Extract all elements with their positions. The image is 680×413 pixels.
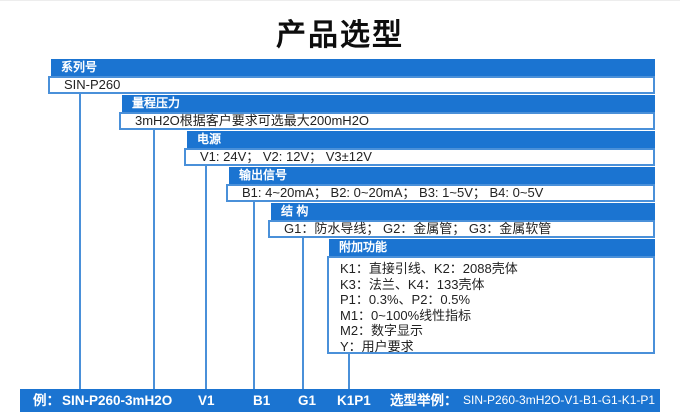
power-supply-value: V1: 24V； V2: 12V； V3±12V [184, 148, 655, 166]
additional-functions-header: 附加功能 [329, 239, 655, 256]
additional-functions-line: P1：0.3%、P2：0.5% [340, 292, 471, 307]
additional-functions-line: M1：0~100%线性指标 [340, 307, 472, 323]
additional-functions-line: K3：法兰、K4：133壳体 [340, 276, 485, 292]
additional-functions-box: K1：直接引线、K2：2088壳体 K3：法兰、K4：133壳体 P1：0.3%… [327, 256, 655, 354]
output-signal-value: B1: 4~20mA； B2: 0~20mA； B3: 1~5V； B4: 0~… [226, 184, 655, 202]
structure-value: G1：防水导线； G2：金属管； G3：金属软管 [268, 220, 655, 238]
additional-functions-line: K1：直接引线、K2：2088壳体 [340, 261, 518, 276]
example-extra-code: K1P1 [337, 393, 371, 408]
example-power-code: V1 [198, 393, 215, 408]
connector-line-output [253, 202, 255, 389]
power-supply-header: 电源 [187, 131, 655, 148]
pressure-range-value: 3mH2O根据客户要求可选最大200mH2O [119, 112, 655, 130]
example-prefix: 例： [33, 393, 60, 408]
connector-line-additional [348, 354, 350, 389]
example-output-code: B1 [253, 393, 271, 408]
additional-functions-line: M2：数字显示 [340, 323, 424, 338]
example-bar: 例： SIN-P260-3mH2O V1 B1 G1 K1P1 选型举例： SI… [20, 389, 660, 412]
page-title: 产品选型 [276, 19, 404, 52]
example-series-code: SIN-P260-3mH2O [62, 393, 173, 408]
pressure-range-header: 量程压力 [122, 95, 655, 112]
example-structure-code: G1 [298, 393, 317, 408]
example-full-code: SIN-P260-3mH2O-V1-B1-G1-K1-P1 [463, 393, 656, 407]
connector-line-power [205, 166, 207, 389]
connector-line-pressure [153, 130, 155, 389]
connector-line-structure [302, 238, 304, 389]
structure-header: 结 构 [271, 203, 655, 220]
series-number-value: SIN-P260 [48, 76, 655, 94]
output-signal-header: 输出信号 [229, 167, 655, 184]
connector-line-series [79, 94, 81, 389]
example-label: 选型举例： [390, 393, 458, 408]
additional-functions-line: Y：用户要求 [340, 338, 414, 354]
series-number-header: 系列号 [51, 59, 655, 76]
